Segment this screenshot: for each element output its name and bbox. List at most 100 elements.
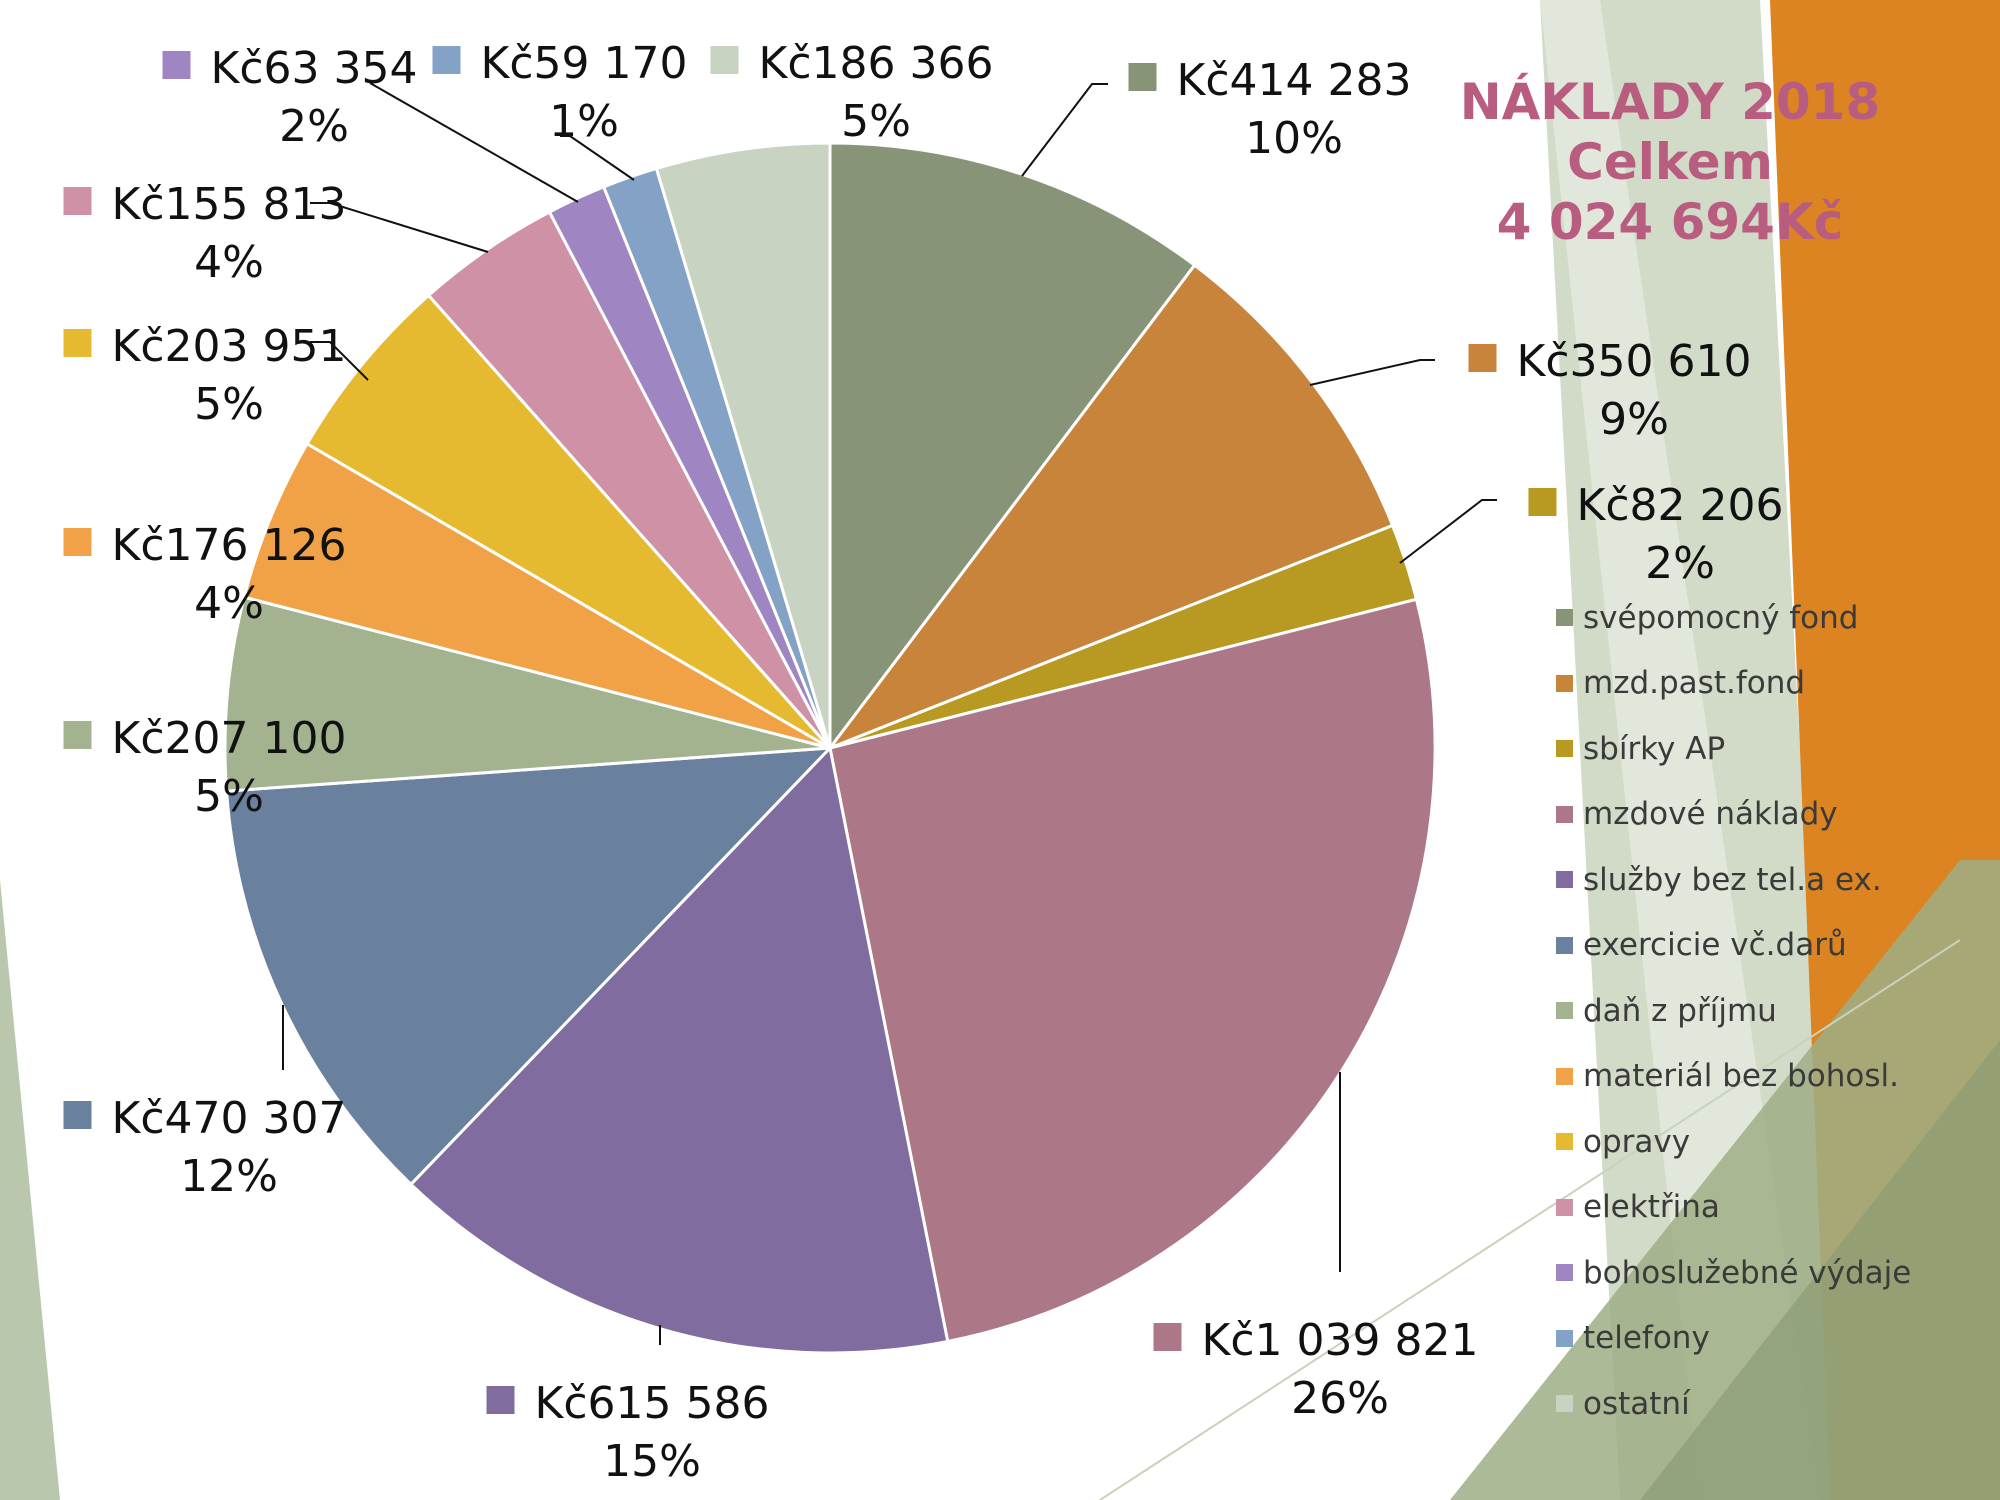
legend-item-telefony: telefony — [1556, 1306, 1911, 1372]
label-swatch — [63, 329, 92, 357]
legend-swatch — [1556, 936, 1573, 954]
value-label: Kč59 170 — [480, 38, 688, 89]
percent-label: 26% — [1291, 1373, 1389, 1424]
legend-label: svépomocný fond — [1583, 599, 1859, 636]
title-line-3: 4 024 694Kč — [1496, 193, 1844, 251]
percent-label: 4% — [194, 237, 264, 288]
legend-item-exercicie-vc-daru: exercicie vč.darů — [1556, 913, 1911, 979]
data-label-opravy: Kč203 951 5% — [63, 318, 347, 434]
percent-label: 9% — [1599, 394, 1669, 445]
chart-title: NÁKLADY 2018 Celkem 4 024 694Kč — [1440, 72, 1900, 252]
bg-left-sliver — [0, 880, 60, 1500]
data-label-sbirky-ap: Kč82 206 2% — [1528, 477, 1784, 593]
value-label: Kč82 206 — [1576, 480, 1784, 531]
legend-swatch — [1556, 805, 1573, 823]
data-label-dan-z-prijmu: Kč207 100 5% — [63, 710, 347, 826]
legend-swatch — [1556, 1264, 1573, 1282]
leader-line-elektrina — [310, 202, 489, 253]
leader-line-sbirky-ap — [1399, 499, 1497, 564]
percent-label: 5% — [194, 379, 264, 430]
percent-label: 5% — [194, 771, 264, 822]
legend-swatch — [1556, 740, 1573, 758]
legend-item-sluzby-bez-tel-a-ex: služby bez tel.a ex. — [1556, 847, 1911, 913]
value-label: Kč615 586 — [534, 1378, 770, 1429]
pie-slice-dan-z-prijmu — [223, 595, 831, 793]
data-label-mzdove-naklady: Kč1 039 821 26% — [1153, 1312, 1479, 1428]
legend-label: materiál bez bohosl. — [1583, 1058, 1899, 1095]
label-swatch — [63, 528, 92, 556]
label-swatch — [1153, 1323, 1182, 1351]
value-label: Kč155 813 — [111, 179, 347, 230]
pie-slice-mzdove-naklady — [828, 597, 1437, 1344]
legend-item-mzdove-naklady: mzdové náklady — [1556, 782, 1911, 848]
legend-item-svepomocny-fond: svépomocný fond — [1556, 585, 1911, 651]
label-swatch — [1468, 344, 1497, 372]
legend-swatch — [1556, 1133, 1573, 1151]
leader-line-mzd-past-fond — [1309, 359, 1435, 386]
pie-slice-mzd-past-fond — [825, 263, 1395, 752]
leader-line-bohosluzebne-vydaje — [369, 82, 579, 203]
legend-item-opravy: opravy — [1556, 1109, 1911, 1175]
pie-slice-opravy — [305, 293, 832, 750]
percent-label: 2% — [1645, 538, 1715, 589]
leader-line-opravy — [310, 341, 369, 381]
percent-label: 2% — [279, 101, 349, 152]
legend-label: mzdové náklady — [1583, 796, 1838, 833]
bg-thin-line — [1099, 939, 1961, 1500]
label-swatch — [486, 1386, 515, 1414]
value-label: Kč1 039 821 — [1201, 1315, 1479, 1366]
legend-swatch — [1556, 609, 1573, 627]
data-label-material-bez-bohosl: Kč176 126 4% — [63, 517, 347, 633]
value-label: Kč186 366 — [758, 38, 994, 89]
data-label-bohosluzebne-vydaje: Kč63 354 2% — [162, 40, 418, 156]
percent-label: 5% — [841, 96, 911, 147]
percent-label: 4% — [194, 578, 264, 629]
legend-swatch — [1556, 1329, 1573, 1347]
legend-swatch — [1556, 871, 1573, 889]
title-line-2: Celkem — [1567, 133, 1773, 191]
pie-slice-ostatni — [654, 141, 832, 749]
leader-line-svepomocny-fond — [1021, 83, 1108, 177]
legend-swatch — [1556, 1198, 1573, 1216]
label-swatch — [63, 721, 92, 749]
legend-item-ostatni: ostatní — [1556, 1371, 1911, 1437]
legend-label: daň z příjmu — [1583, 992, 1777, 1029]
value-label: Kč350 610 — [1516, 336, 1752, 387]
pie-slice-material-bez-bohosl — [242, 441, 831, 750]
data-label-mzd-past-fond: Kč350 610 9% — [1468, 333, 1752, 449]
legend-swatch — [1556, 1002, 1573, 1020]
legend-label: mzd.past.fond — [1583, 665, 1806, 702]
label-swatch — [1128, 63, 1157, 91]
legend-item-sbirky-ap: sbírky AP — [1556, 716, 1911, 782]
legend-label: opravy — [1583, 1123, 1691, 1160]
legend-label: exercicie vč.darů — [1583, 927, 1847, 964]
legend-label: bohoslužebné výdaje — [1583, 1254, 1912, 1291]
legend-item-elektrina: elektřina — [1556, 1175, 1911, 1241]
value-label: Kč203 951 — [111, 321, 347, 372]
legend-label: elektřina — [1583, 1189, 1720, 1226]
value-label: Kč207 100 — [111, 713, 347, 764]
legend-label: telefony — [1583, 1320, 1710, 1357]
legend-item-material-bez-bohosl: materiál bez bohosl. — [1556, 1044, 1911, 1110]
legend-item-mzd-past-fond: mzd.past.fond — [1556, 651, 1911, 717]
data-label-telefony: Kč59 170 1% — [432, 35, 688, 151]
percent-label: 15% — [603, 1436, 701, 1487]
label-swatch — [432, 46, 461, 74]
legend-label: sbírky AP — [1583, 730, 1726, 767]
chart-legend: svépomocný fond mzd.past.fond sbírky AP mzd… — [1556, 585, 1911, 1437]
percent-label: 10% — [1245, 113, 1343, 164]
data-label-exercicie-vc-daru: Kč470 307 12% — [63, 1090, 347, 1206]
legend-label: ostatní — [1583, 1385, 1690, 1422]
legend-swatch — [1556, 674, 1573, 692]
label-swatch — [63, 1101, 92, 1129]
label-swatch — [63, 187, 92, 215]
label-swatch — [710, 46, 739, 74]
legend-swatch — [1556, 1067, 1573, 1085]
legend-item-bohosluzebne-vydaje: bohoslužebné výdaje — [1556, 1240, 1911, 1306]
label-swatch — [162, 51, 191, 79]
label-swatch — [1528, 488, 1557, 516]
bg-triangle-2 — [1640, 1040, 2000, 1500]
value-label: Kč470 307 — [111, 1093, 347, 1144]
